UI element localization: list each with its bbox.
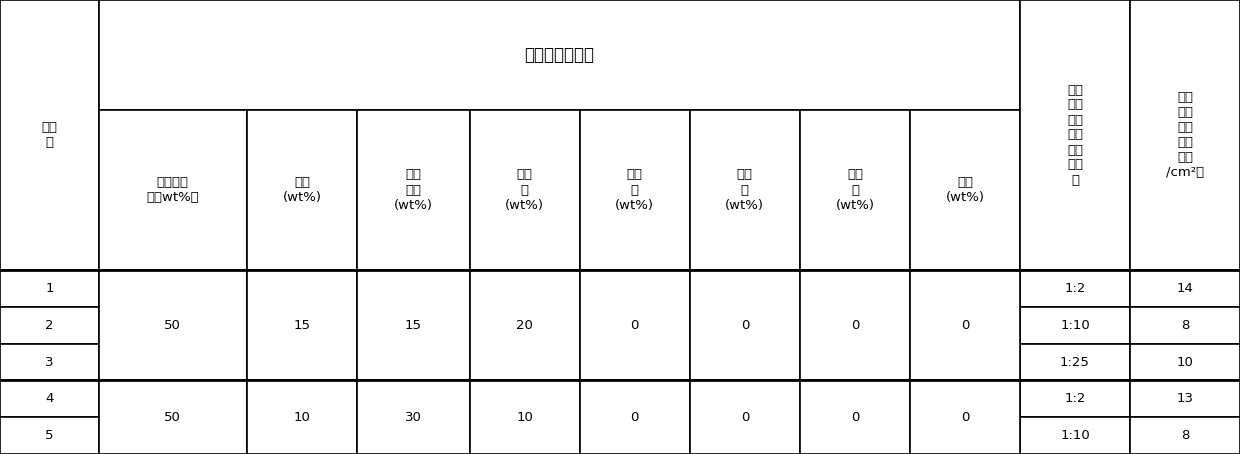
Bar bbox=[689, 380, 800, 454]
Bar bbox=[580, 380, 689, 454]
Text: 8: 8 bbox=[1180, 319, 1189, 332]
Text: 1: 1 bbox=[45, 282, 53, 295]
Text: 1:25: 1:25 bbox=[1060, 355, 1090, 369]
Bar bbox=[0, 270, 99, 307]
Bar bbox=[1021, 270, 1130, 307]
Text: 10: 10 bbox=[294, 411, 310, 424]
Text: 10: 10 bbox=[516, 411, 533, 424]
Bar bbox=[0, 0, 99, 270]
Bar bbox=[910, 380, 1021, 454]
Text: 0: 0 bbox=[961, 411, 970, 424]
Text: 0: 0 bbox=[740, 319, 749, 332]
Text: 氧化
铅
(wt%): 氧化 铅 (wt%) bbox=[836, 168, 874, 212]
Text: 消泡剂主体成分: 消泡剂主体成分 bbox=[525, 46, 594, 64]
Bar bbox=[0, 417, 99, 454]
Text: 单位
面积
气泡
个数
（个
/cm²）: 单位 面积 气泡 个数 （个 /cm²） bbox=[1166, 91, 1204, 179]
Text: 8: 8 bbox=[1180, 429, 1189, 442]
Text: 20: 20 bbox=[516, 319, 533, 332]
Text: 主体
成分
与溶
剂成
分的
质量
比: 主体 成分 与溶 剂成 分的 质量 比 bbox=[1066, 84, 1083, 187]
Bar bbox=[0, 307, 99, 344]
Bar bbox=[1130, 0, 1240, 270]
Bar bbox=[357, 380, 470, 454]
Bar bbox=[1130, 417, 1240, 454]
Text: 0: 0 bbox=[631, 319, 639, 332]
Bar bbox=[1130, 344, 1240, 380]
Text: 5: 5 bbox=[45, 429, 53, 442]
Bar bbox=[1130, 307, 1240, 344]
Text: 13: 13 bbox=[1177, 392, 1193, 405]
Bar bbox=[689, 110, 800, 270]
Bar bbox=[99, 110, 247, 270]
Bar bbox=[1130, 380, 1240, 417]
Bar bbox=[247, 380, 357, 454]
Bar bbox=[99, 0, 1021, 110]
Bar bbox=[247, 110, 357, 270]
Bar bbox=[910, 270, 1021, 380]
Bar bbox=[0, 344, 99, 380]
Text: 氧化
钒
(wt%): 氧化 钒 (wt%) bbox=[615, 168, 655, 212]
Bar bbox=[800, 270, 910, 380]
Text: 0: 0 bbox=[851, 319, 859, 332]
Bar bbox=[580, 110, 689, 270]
Bar bbox=[1021, 0, 1130, 270]
Bar bbox=[580, 270, 689, 380]
Text: 铝酸
铵
(wt%): 铝酸 铵 (wt%) bbox=[505, 168, 544, 212]
Bar bbox=[910, 110, 1021, 270]
Text: 1:10: 1:10 bbox=[1060, 319, 1090, 332]
Bar bbox=[247, 270, 357, 380]
Bar bbox=[470, 270, 580, 380]
Bar bbox=[1130, 270, 1240, 307]
Bar bbox=[0, 380, 99, 417]
Text: 实施
例: 实施 例 bbox=[41, 121, 57, 149]
Text: 10: 10 bbox=[1177, 355, 1193, 369]
Text: 钛酸四丁
酯（wt%）: 钛酸四丁 酯（wt%） bbox=[146, 176, 200, 204]
Bar bbox=[1021, 344, 1130, 380]
Bar bbox=[357, 110, 470, 270]
Bar bbox=[689, 270, 800, 380]
Text: 1:2: 1:2 bbox=[1064, 282, 1086, 295]
Text: 0: 0 bbox=[631, 411, 639, 424]
Bar bbox=[357, 270, 470, 380]
Bar bbox=[800, 380, 910, 454]
Text: 3: 3 bbox=[45, 355, 53, 369]
Bar bbox=[470, 380, 580, 454]
Text: 0: 0 bbox=[740, 411, 749, 424]
Bar bbox=[800, 110, 910, 270]
Text: 14: 14 bbox=[1177, 282, 1193, 295]
Text: 氧化
钨
(wt%): 氧化 钨 (wt%) bbox=[725, 168, 764, 212]
Bar bbox=[99, 380, 247, 454]
Text: 二氧
化钛
(wt%): 二氧 化钛 (wt%) bbox=[394, 168, 433, 212]
Bar bbox=[1021, 417, 1130, 454]
Text: 1:10: 1:10 bbox=[1060, 429, 1090, 442]
Text: 50: 50 bbox=[165, 319, 181, 332]
Text: 0: 0 bbox=[961, 319, 970, 332]
Bar bbox=[1021, 307, 1130, 344]
Text: 15: 15 bbox=[294, 319, 310, 332]
Text: 0: 0 bbox=[851, 411, 859, 424]
Text: 钛粉
(wt%): 钛粉 (wt%) bbox=[283, 176, 321, 204]
Text: 15: 15 bbox=[404, 319, 422, 332]
Bar bbox=[470, 110, 580, 270]
Text: 4: 4 bbox=[45, 392, 53, 405]
Text: 30: 30 bbox=[405, 411, 422, 424]
Bar bbox=[99, 270, 247, 380]
Bar bbox=[1021, 380, 1130, 417]
Text: 1:2: 1:2 bbox=[1064, 392, 1086, 405]
Text: 硼砂
(wt%): 硼砂 (wt%) bbox=[945, 176, 985, 204]
Text: 2: 2 bbox=[45, 319, 53, 332]
Text: 50: 50 bbox=[165, 411, 181, 424]
